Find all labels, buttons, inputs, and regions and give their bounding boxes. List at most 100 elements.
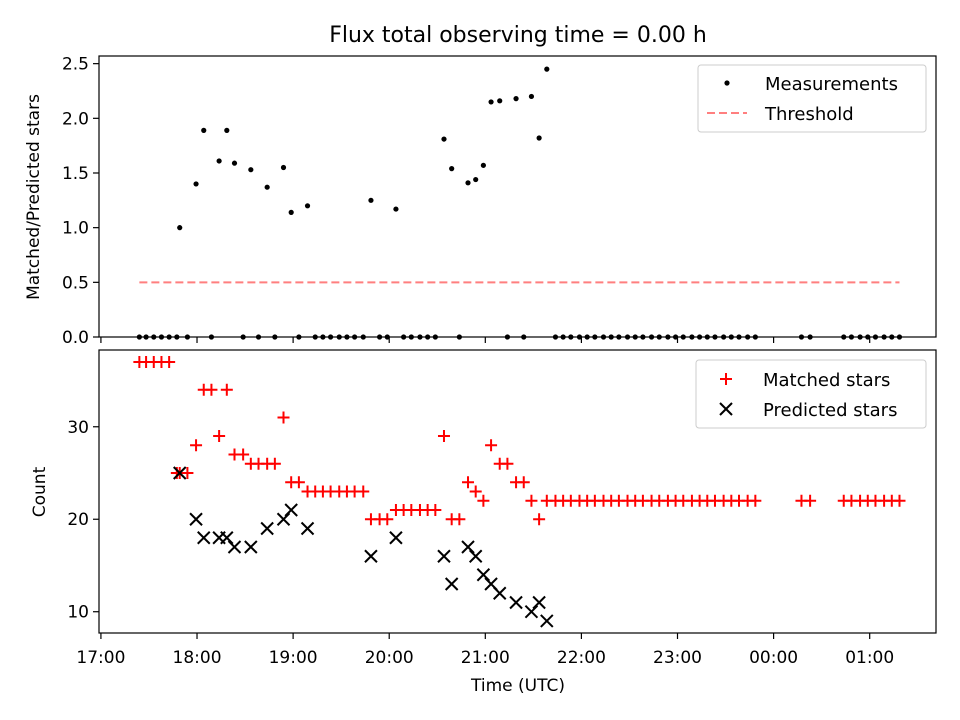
top-legend: Measurements Threshold [697, 64, 927, 133]
predicted-stars-point [444, 577, 459, 591]
chart-title: Flux total observing time = 0.00 h [329, 23, 707, 48]
predicted-stars-point [244, 540, 258, 554]
predicted-stars-point [300, 521, 315, 536]
top-plot-frame [98, 55, 937, 338]
measurements-point [288, 209, 294, 215]
x-tick-label: 23:00 [653, 648, 702, 668]
matched-stars-point [163, 356, 176, 369]
matched-stars-point [893, 494, 906, 507]
top-y-tick-label: 1.0 [62, 219, 89, 239]
measurements-point [488, 99, 494, 105]
x-axis-label: Time (UTC) [470, 676, 565, 696]
x-tick-label: 20:00 [365, 648, 414, 668]
matched-stars-point [190, 439, 203, 452]
bottom-legend-box [695, 359, 927, 429]
top-legend-box [697, 64, 927, 133]
measurements-point [216, 158, 222, 164]
matched-stars-point [237, 448, 250, 461]
x-tick-label: 22:00 [557, 648, 606, 668]
predicted-stars-point [461, 540, 475, 554]
x-tick-label: 17:00 [76, 648, 125, 668]
measurements-point [264, 184, 270, 190]
top-y-tick-label: 2.5 [62, 55, 89, 75]
matched-stars-point [462, 476, 475, 489]
measurements-point [497, 98, 503, 104]
legend-measurements-marker [724, 80, 730, 86]
measurements-point [193, 181, 199, 187]
measurements-point [544, 66, 550, 72]
predicted-stars-point [532, 595, 546, 610]
legend-threshold-label: Threshold [764, 104, 854, 125]
measurements-point [368, 197, 374, 203]
measurements-point [224, 127, 230, 133]
matched-stars-point [749, 494, 762, 507]
matched-stars-point [213, 430, 226, 443]
measurements-point [231, 160, 238, 166]
matched-stars-point [453, 513, 466, 526]
matched-stars-point [525, 494, 538, 507]
bottom-y-axis-label: Count [30, 466, 50, 517]
measurements-point [393, 206, 399, 212]
matched-stars-point [357, 485, 370, 498]
measurements-point [513, 96, 519, 102]
measurements-point [536, 135, 542, 141]
measurements-point [441, 136, 447, 142]
predicted-stars-point [276, 512, 291, 526]
legend-measurements-label: Measurements [765, 74, 898, 95]
matched-stars-point [292, 476, 305, 489]
predicted-stars-point [524, 605, 539, 619]
x-tick-label: 00:00 [749, 648, 798, 668]
top-y-tick-label: 0.5 [62, 273, 89, 293]
x-tick-label: 19:00 [269, 648, 318, 668]
predicted-stars-point [540, 614, 554, 628]
top-y-tick-label: 1.5 [62, 164, 89, 184]
matched-stars-point [517, 476, 530, 489]
measurements-point [480, 162, 486, 168]
measurements-point [177, 225, 183, 231]
matched-stars-point [437, 430, 450, 443]
measurements-point [465, 180, 471, 186]
bottom-y-tick-label: 20 [67, 510, 89, 530]
predicted-stars-point [189, 512, 203, 526]
predicted-stars-point [260, 521, 274, 536]
predicted-stars-point [197, 531, 211, 545]
top-marks [136, 66, 903, 340]
predicted-stars-point [493, 586, 507, 600]
predicted-stars-point [364, 549, 378, 563]
bottom-panel: 10 20 30 17:00 18:00 19:00 20:00 21:00 22:00 23:… [30, 349, 937, 696]
matched-stars-point [181, 467, 194, 480]
bottom-x-ticks: 17:00 18:00 19:00 20:00 21:00 22:00 23:00 00:00… [76, 633, 894, 668]
measurements-point [201, 127, 207, 133]
matched-stars-point [277, 411, 290, 424]
matched-stars-point [205, 383, 218, 396]
predicted-stars-point [437, 549, 451, 563]
matched-stars-point [268, 457, 281, 470]
measurements-point [280, 164, 287, 171]
x-tick-label: 18:00 [173, 648, 222, 668]
top-x-ticks [100, 337, 871, 343]
measurements-point [528, 93, 535, 100]
bottom-marks [133, 356, 906, 628]
matched-stars-point [220, 383, 233, 396]
bottom-plot-frame [98, 349, 937, 634]
matched-stars-point [804, 494, 817, 507]
bottom-y-tick-label: 10 [67, 603, 89, 623]
matched-stars-point [381, 513, 394, 526]
legend-matched-marker [720, 373, 732, 385]
matched-stars-point [469, 485, 482, 498]
predicted-stars-point [220, 531, 234, 545]
measurements-point [304, 203, 311, 209]
top-y-tick-label: 2.0 [62, 109, 89, 129]
predicted-stars-point [227, 540, 242, 554]
matched-stars-point [485, 439, 498, 452]
predicted-stars-point [389, 531, 403, 545]
top-y-tick-label: 0.0 [62, 328, 89, 348]
predicted-stars-point [468, 549, 483, 563]
legend-predicted-marker [719, 402, 733, 416]
legend-predicted-label: Predicted stars [763, 400, 897, 421]
x-tick-label: 01:00 [845, 648, 894, 668]
bottom-y-tick-label: 30 [67, 418, 89, 438]
matched-stars-point [429, 503, 442, 516]
